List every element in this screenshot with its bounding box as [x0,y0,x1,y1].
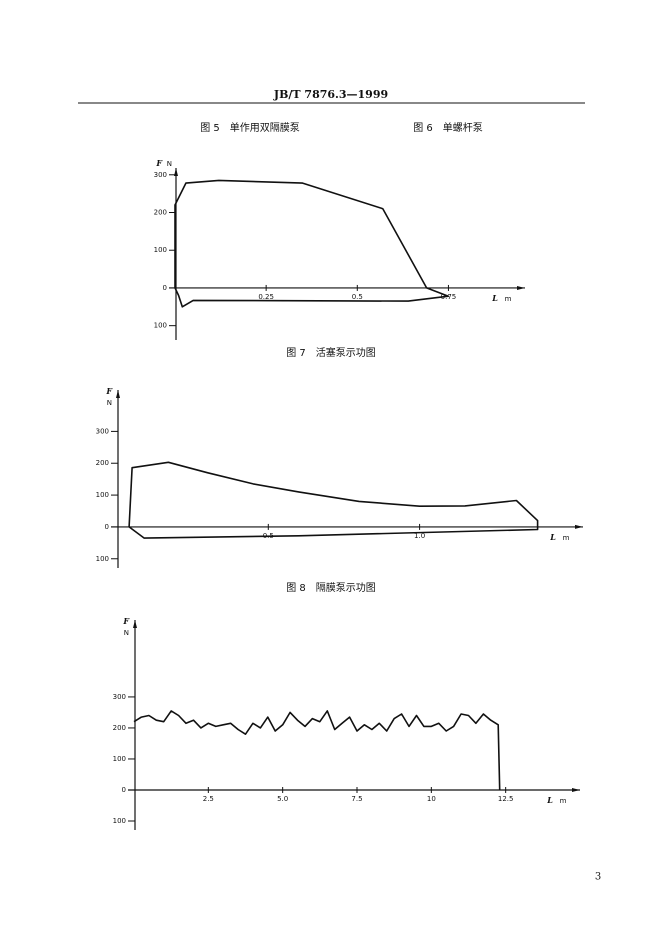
y-tick-label: 100 [96,491,109,499]
caption: 图 6 单螺杆泵 [413,122,483,134]
y-axis-unit: N [124,629,129,637]
y-tick-label: 100 [96,555,109,563]
y-axis-unit: N [107,399,112,407]
caption: 图 5 单作用双隔膜泵 [200,122,300,134]
y-tick-label: 100 [113,755,126,763]
y-tick-label: 100 [113,817,126,825]
y-arrow [174,168,178,176]
caption: 图 7 活塞泵示功图 [286,346,376,359]
x-tick-label: 12.5 [498,795,514,803]
x-arrow [517,285,525,290]
x-axis-unit: m [563,534,570,542]
x-arrow [575,524,583,529]
x-tick-label: 7.5 [351,795,362,803]
y-tick-label: 0 [105,523,109,531]
y-tick-label: 0 [122,786,126,794]
y-tick-label: 200 [113,724,126,732]
y-axis-unit: N [167,160,172,168]
y-axis-label: F [105,386,113,396]
y-arrow [116,390,120,398]
indicator-curve [174,179,450,308]
x-tick-label: 1.0 [414,532,425,540]
x-tick-label: 2.5 [203,795,214,803]
page-number: 3 [595,872,601,883]
y-tick-label: 300 [154,171,167,179]
x-tick-label: 0.25 [258,293,274,301]
x-tick-label: 0.5 [352,293,363,301]
x-axis-unit: m [560,797,567,805]
y-tick-label: 100 [154,322,167,330]
indicator-curve [128,461,539,539]
y-tick-label: 300 [96,427,109,435]
y-tick-label: 100 [154,246,167,254]
x-tick-label: 10 [427,795,436,803]
x-axis-label: L [546,795,553,805]
y-arrow [133,620,137,628]
y-tick-label: 200 [154,209,167,217]
x-arrow [572,787,580,792]
y-axis-label: F [155,158,163,168]
indicator-curve [133,710,501,791]
header-title: JB/T 7876.3—1999 [273,88,388,101]
y-tick-label: 300 [113,693,126,701]
x-axis-label: L [491,293,498,303]
y-tick-label: 0 [163,284,167,292]
y-axis-label: F [122,616,130,626]
y-tick-label: 200 [96,459,109,467]
x-axis-label: L [549,532,556,542]
x-axis-unit: m [505,295,512,303]
x-tick-label: 5.0 [277,795,288,803]
caption: 图 8 隔膜泵示功图 [286,582,376,594]
